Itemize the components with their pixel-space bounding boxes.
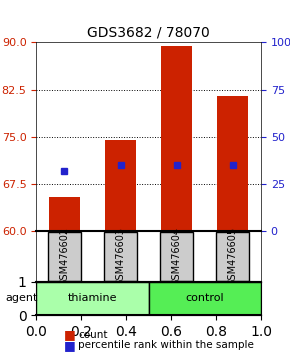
- Title: GDS3682 / 78070: GDS3682 / 78070: [87, 26, 210, 40]
- Text: thiamine: thiamine: [68, 293, 117, 303]
- FancyBboxPatch shape: [148, 281, 261, 315]
- Text: GSM476604: GSM476604: [172, 227, 182, 286]
- Bar: [161, 46, 192, 231]
- Text: control: control: [186, 293, 224, 303]
- Bar: [105, 140, 136, 231]
- Text: GSM476603: GSM476603: [115, 227, 126, 286]
- Text: agent: agent: [5, 293, 37, 303]
- Text: percentile rank within the sample: percentile rank within the sample: [78, 340, 254, 350]
- Text: GSM476602: GSM476602: [59, 227, 69, 286]
- Text: ■: ■: [64, 328, 76, 341]
- Text: GSM476605: GSM476605: [228, 227, 238, 286]
- Text: ■: ■: [64, 339, 76, 352]
- Bar: [49, 196, 80, 231]
- FancyBboxPatch shape: [48, 232, 81, 280]
- FancyBboxPatch shape: [216, 232, 249, 280]
- Bar: [218, 96, 248, 231]
- FancyBboxPatch shape: [160, 232, 193, 280]
- FancyBboxPatch shape: [36, 281, 148, 315]
- FancyBboxPatch shape: [104, 232, 137, 280]
- Text: count: count: [78, 330, 108, 339]
